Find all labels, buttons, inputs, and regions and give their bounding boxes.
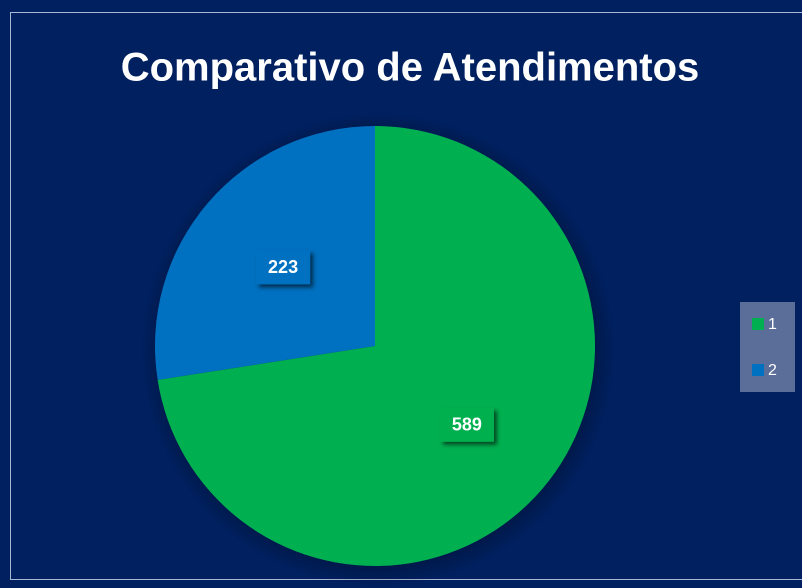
data-label: 589 <box>452 414 482 434</box>
pie-slice <box>157 126 595 566</box>
legend <box>740 302 795 392</box>
chart-title: Comparativo de Atendimentos <box>121 46 700 90</box>
data-labels: 589 223 <box>256 250 494 442</box>
data-label: 223 <box>268 257 298 277</box>
legend-entries: 12 <box>752 316 777 379</box>
legend-swatch <box>752 318 764 330</box>
data-label-box <box>256 250 311 285</box>
pie <box>155 126 595 566</box>
legend-swatch <box>752 364 764 376</box>
legend-label: 2 <box>768 362 777 379</box>
legend-label: 1 <box>768 316 777 333</box>
data-label-box <box>439 407 494 442</box>
